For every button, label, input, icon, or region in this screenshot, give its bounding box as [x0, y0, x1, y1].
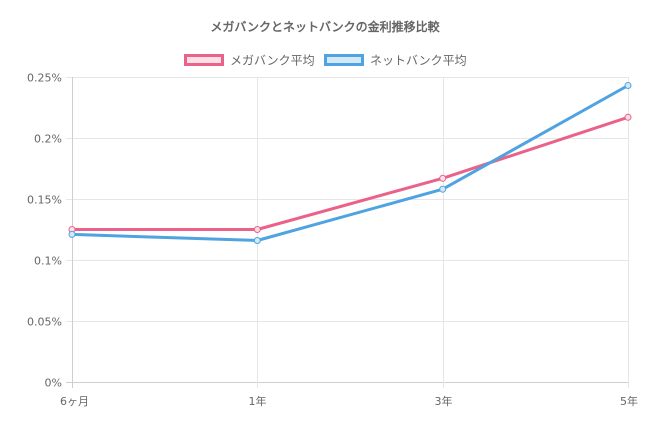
y-tick-label: 0%: [45, 377, 62, 390]
series-2: [68, 82, 632, 244]
data-point[interactable]: [624, 113, 632, 121]
x-axis: 6ヶ月 1年 3年 5年: [60, 394, 638, 408]
legend-label: ネットバンク平均: [370, 54, 467, 68]
data-point[interactable]: [439, 174, 447, 182]
grid: [66, 77, 629, 388]
x-tick-label: 6ヶ月: [60, 395, 89, 408]
series-line: [70, 84, 630, 242]
legend-item-1[interactable]: メガバンク平均: [184, 54, 315, 68]
legend-item-2[interactable]: ネットバンク平均: [324, 54, 467, 68]
data-point[interactable]: [253, 237, 261, 244]
x-tick-label: 3年: [435, 394, 453, 408]
y-axis: 0% 0.05% 0.1% 0.15% 0.2% 0.25%: [27, 72, 62, 390]
y-tick-label: 0.2%: [34, 133, 62, 146]
y-tick-label: 0.05%: [27, 316, 62, 329]
y-tick-label: 0.25%: [27, 72, 62, 85]
data-point[interactable]: [253, 226, 261, 233]
y-tick-label: 0.15%: [27, 194, 62, 207]
y-tick-label: 0.1%: [34, 255, 62, 268]
data-point[interactable]: [439, 185, 447, 193]
legend-swatch: [324, 54, 364, 66]
x-tick-label: 5年: [620, 394, 638, 408]
legend-swatch: [184, 54, 224, 66]
data-point[interactable]: [624, 82, 632, 89]
x-tick-label: 1年: [249, 394, 267, 408]
data-point[interactable]: [68, 230, 76, 238]
legend-label: メガバンク平均: [230, 54, 315, 68]
series-line: [70, 115, 630, 231]
series-layer: [68, 82, 632, 244]
chart-title: メガバンクとネットバンクの金利推移比較: [210, 19, 440, 34]
legend: メガバンク平均 ネットバンク平均: [184, 54, 467, 68]
